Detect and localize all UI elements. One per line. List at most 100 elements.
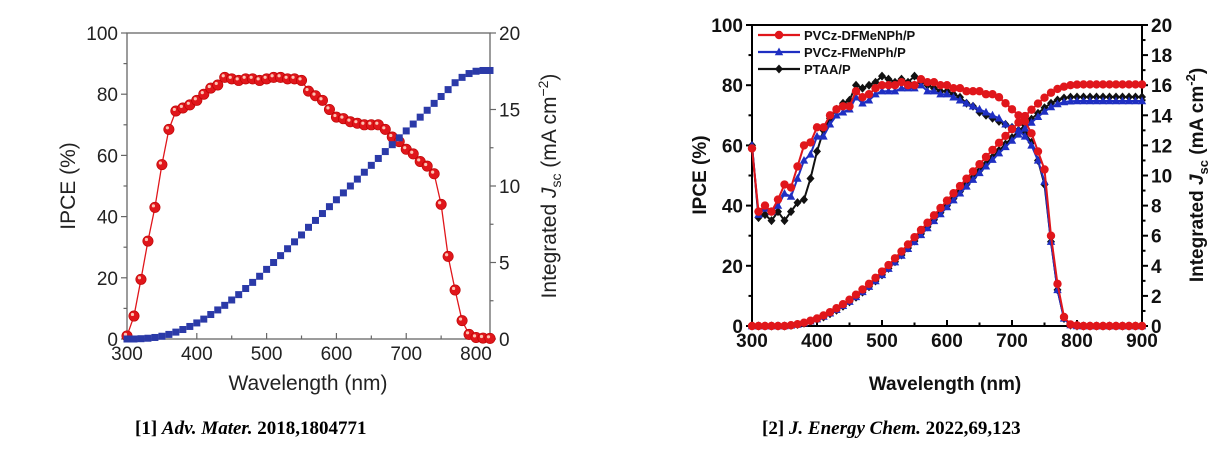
- jsc-point: [1072, 96, 1082, 105]
- jsc-point: [1085, 96, 1095, 105]
- y-tick-label: 80: [97, 85, 118, 106]
- ipce-point: [903, 81, 913, 90]
- caption-article: 69,123: [968, 418, 1021, 439]
- caption-ref: [2]: [762, 418, 785, 439]
- data-point: [249, 278, 257, 286]
- jsc-point: [923, 218, 932, 227]
- data-point: [318, 210, 326, 218]
- data-point: [200, 315, 208, 323]
- jsc-point: [773, 321, 783, 331]
- y2-title-prefix: Integrated: [1187, 185, 1208, 282]
- y-tick-label: 60: [97, 146, 118, 167]
- jsc-line: [752, 95, 1142, 327]
- caption-journal: Adv. Mater.: [161, 418, 253, 439]
- ipce-point: [884, 74, 893, 84]
- data-point: [270, 259, 278, 266]
- ipce-point: [819, 123, 828, 132]
- y2-tick-label: 12: [1151, 136, 1172, 157]
- jsc-point: [1007, 124, 1017, 134]
- jsc-point: [1053, 99, 1062, 108]
- ipce-point: [1105, 321, 1114, 331]
- data-point-highlight: [207, 84, 211, 89]
- ipce-point: [897, 83, 906, 92]
- legend-item: PVCz-DFMeNPh/P: [758, 28, 916, 43]
- ipce-point: [884, 81, 893, 90]
- y2-axis-title: Integrated Jsc (mA cm−2): [535, 74, 564, 299]
- jsc-point: [975, 168, 984, 177]
- ipce-point: [994, 93, 1004, 102]
- ipce-point: [838, 107, 848, 116]
- jsc-point: [884, 260, 893, 270]
- jsc-point: [962, 174, 971, 183]
- data-point-highlight: [242, 75, 246, 79]
- jsc-point: [1137, 96, 1147, 105]
- jsc-point: [1092, 96, 1101, 105]
- ipce-point: [851, 87, 861, 96]
- y2-title-sub: sc: [1196, 160, 1210, 174]
- ipce-point: [787, 207, 795, 217]
- ipce-point: [1001, 119, 1010, 128]
- jsc-point: [910, 233, 919, 242]
- jsc-point: [1066, 96, 1075, 105]
- jsc-point: [806, 316, 815, 325]
- jsc-point: [864, 279, 874, 289]
- series-ipce: [121, 71, 496, 344]
- jsc-point: [1098, 80, 1108, 89]
- ipce-point: [1085, 321, 1095, 331]
- ipce-point: [890, 86, 900, 95]
- jsc-point: [1027, 105, 1036, 114]
- ipce-point: [910, 71, 919, 81]
- data-point-highlight: [403, 146, 407, 150]
- data-point-highlight: [186, 101, 190, 105]
- ipce-point: [981, 107, 991, 116]
- y2-tick-label: 15: [499, 101, 520, 122]
- data-point: [465, 70, 473, 78]
- data-point: [486, 66, 494, 74]
- ipce-point: [1007, 105, 1017, 114]
- jsc-point: [812, 314, 822, 323]
- ipce-point: [1027, 140, 1036, 149]
- legend-item: PVCz-FMeNPh/P: [758, 45, 906, 60]
- jsc-point: [1092, 80, 1101, 89]
- jsc-point: [1124, 96, 1134, 105]
- jsc-point: [799, 318, 809, 327]
- jsc-point: [747, 321, 757, 331]
- data-point: [298, 231, 306, 239]
- ipce-point: [1111, 321, 1121, 331]
- data-point: [449, 284, 461, 296]
- ipce-point: [1001, 99, 1010, 108]
- ipce-point: [773, 201, 783, 209]
- x-tick-label: 800: [1061, 331, 1093, 352]
- data-point: [360, 168, 368, 176]
- data-point: [367, 161, 375, 169]
- data-point: [423, 106, 431, 114]
- y2-tick-label: 0: [499, 330, 510, 351]
- legend-marker: [774, 30, 784, 40]
- legend-label: PVCz-DFMeNPh/P: [804, 28, 916, 43]
- x-tick-label: 500: [251, 344, 283, 365]
- data-point-highlight: [235, 77, 239, 81]
- jsc-point: [949, 195, 958, 204]
- data-point: [263, 265, 271, 273]
- jsc-point: [1046, 102, 1056, 111]
- series-layer: [747, 71, 1147, 331]
- data-point-highlight: [382, 126, 386, 130]
- data-point-highlight: [137, 276, 142, 280]
- data-point: [172, 328, 180, 336]
- data-point: [214, 306, 222, 314]
- data-point: [444, 86, 452, 94]
- data-point-highlight: [375, 121, 379, 125]
- y2-axis-ticks: 0 2 4 6 8 10 12 14 16 18 20: [1142, 16, 1173, 338]
- y-axis-title: IPCE (%): [57, 142, 80, 230]
- jsc-point: [942, 202, 952, 211]
- data-point-highlight: [319, 97, 323, 101]
- data-point-highlight: [270, 74, 274, 78]
- data-point: [256, 272, 264, 280]
- jsc-point: [851, 290, 861, 299]
- jsc-point: [1105, 96, 1114, 105]
- y2-title-j: J: [538, 187, 561, 199]
- y-tick-label: 0: [107, 330, 118, 351]
- ipce-point: [1053, 279, 1062, 289]
- ipce-point: [806, 138, 815, 147]
- ipce-point: [884, 86, 893, 95]
